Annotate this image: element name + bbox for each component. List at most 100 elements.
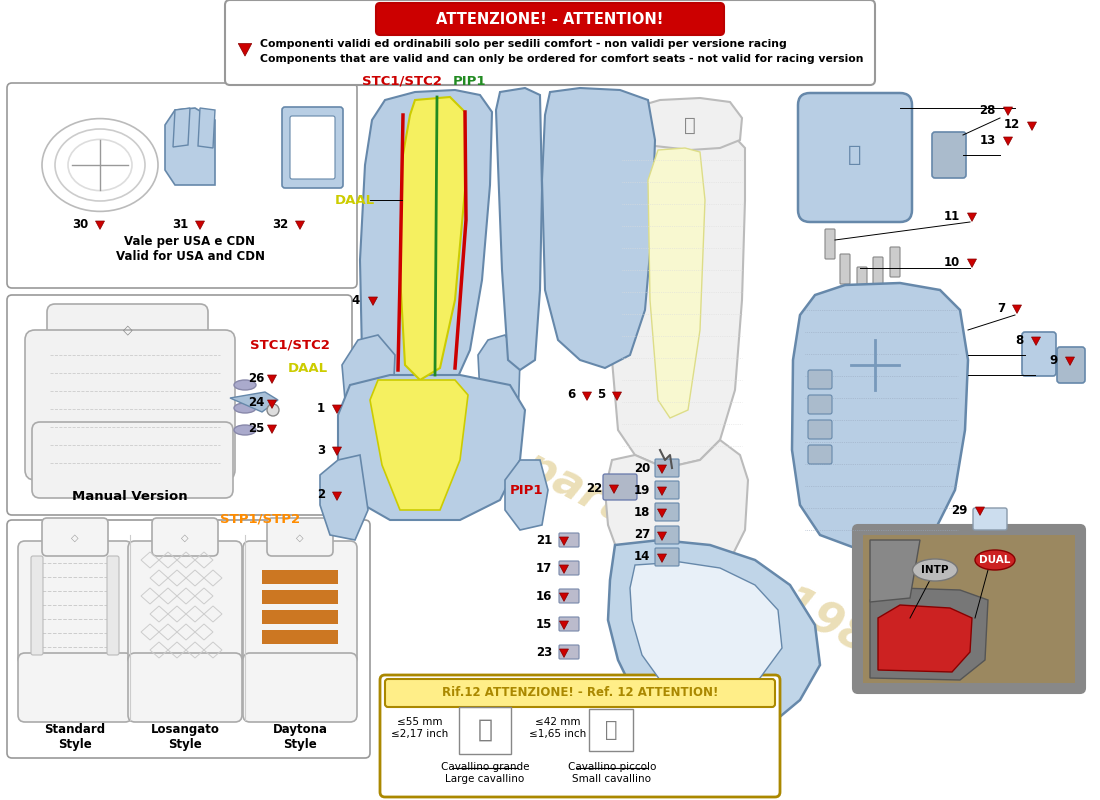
Text: ≤55 mm
≤2,17 inch: ≤55 mm ≤2,17 inch <box>392 717 449 739</box>
Polygon shape <box>792 283 968 548</box>
Polygon shape <box>560 621 569 630</box>
Text: ◇: ◇ <box>296 533 304 543</box>
FancyBboxPatch shape <box>873 257 883 287</box>
Text: Cavallino piccolo
Small cavallino: Cavallino piccolo Small cavallino <box>568 762 657 784</box>
FancyBboxPatch shape <box>267 518 333 556</box>
FancyBboxPatch shape <box>852 525 1085 693</box>
Polygon shape <box>976 507 984 515</box>
Text: 11: 11 <box>944 210 960 222</box>
FancyBboxPatch shape <box>31 556 43 655</box>
FancyBboxPatch shape <box>7 83 358 288</box>
Polygon shape <box>320 455 368 540</box>
FancyBboxPatch shape <box>559 561 579 575</box>
Ellipse shape <box>234 403 256 413</box>
FancyBboxPatch shape <box>18 541 132 665</box>
Polygon shape <box>608 540 820 735</box>
FancyBboxPatch shape <box>25 330 235 480</box>
Text: Daytona
Style: Daytona Style <box>273 723 328 751</box>
Text: 25: 25 <box>248 422 264 434</box>
Text: STP1/STP2: STP1/STP2 <box>220 512 300 525</box>
Polygon shape <box>332 492 341 501</box>
Text: 31: 31 <box>172 218 188 230</box>
Text: ◇: ◇ <box>182 533 189 543</box>
FancyBboxPatch shape <box>152 518 218 556</box>
FancyBboxPatch shape <box>798 93 912 222</box>
Polygon shape <box>198 108 214 148</box>
Text: 3: 3 <box>317 443 324 457</box>
Polygon shape <box>400 97 465 380</box>
FancyBboxPatch shape <box>559 533 579 547</box>
Text: 16: 16 <box>536 590 552 602</box>
Text: 20: 20 <box>634 462 650 474</box>
Polygon shape <box>613 392 621 400</box>
Polygon shape <box>1066 357 1075 366</box>
FancyBboxPatch shape <box>1022 332 1056 376</box>
Polygon shape <box>658 554 667 562</box>
Text: 13: 13 <box>980 134 996 146</box>
FancyBboxPatch shape <box>654 503 679 521</box>
FancyBboxPatch shape <box>282 107 343 188</box>
Polygon shape <box>165 108 214 185</box>
Text: Components that are valid and can only be ordered for comfort seats - not valid : Components that are valid and can only b… <box>260 54 864 64</box>
FancyBboxPatch shape <box>654 548 679 566</box>
FancyBboxPatch shape <box>825 229 835 259</box>
Text: 32: 32 <box>272 218 288 230</box>
Text: 10: 10 <box>944 255 960 269</box>
Text: ≤42 mm
≤1,65 inch: ≤42 mm ≤1,65 inch <box>529 717 586 739</box>
Ellipse shape <box>913 559 957 581</box>
Polygon shape <box>870 588 988 680</box>
Text: ATTENZIONE! - ATTENTION!: ATTENZIONE! - ATTENTION! <box>437 11 663 26</box>
Polygon shape <box>368 297 377 306</box>
Text: 4: 4 <box>352 294 360 306</box>
Polygon shape <box>296 221 305 230</box>
Polygon shape <box>658 487 667 495</box>
FancyBboxPatch shape <box>128 653 242 722</box>
Text: 30: 30 <box>72 218 88 230</box>
Polygon shape <box>560 593 569 602</box>
FancyBboxPatch shape <box>290 116 336 179</box>
Polygon shape <box>542 88 654 368</box>
FancyBboxPatch shape <box>890 247 900 277</box>
Polygon shape <box>478 335 520 420</box>
Text: 21: 21 <box>536 534 552 546</box>
Polygon shape <box>332 405 341 414</box>
Ellipse shape <box>234 380 256 390</box>
Text: 9: 9 <box>1049 354 1058 366</box>
FancyBboxPatch shape <box>932 132 966 178</box>
FancyBboxPatch shape <box>974 508 1006 530</box>
Text: 23: 23 <box>536 646 552 658</box>
Text: a passion for parts since 1983: a passion for parts since 1983 <box>216 283 904 677</box>
Text: ◇: ◇ <box>72 533 79 543</box>
Text: 17: 17 <box>536 562 552 574</box>
FancyBboxPatch shape <box>559 617 579 631</box>
FancyBboxPatch shape <box>7 295 352 515</box>
Polygon shape <box>560 649 569 658</box>
Text: Cavallino grande
Large cavallino: Cavallino grande Large cavallino <box>441 762 529 784</box>
Text: 𝓕: 𝓕 <box>684 115 696 134</box>
Text: DUAL: DUAL <box>979 555 1011 565</box>
Polygon shape <box>658 532 667 541</box>
Polygon shape <box>610 128 745 468</box>
Polygon shape <box>496 88 542 370</box>
FancyBboxPatch shape <box>1057 347 1085 383</box>
Text: 𝓕: 𝓕 <box>848 145 861 165</box>
Text: Componenti validi ed ordinabili solo per sedili comfort - non validi per version: Componenti validi ed ordinabili solo per… <box>260 39 786 49</box>
FancyBboxPatch shape <box>32 422 233 498</box>
FancyBboxPatch shape <box>243 541 358 665</box>
Polygon shape <box>640 98 742 150</box>
FancyBboxPatch shape <box>7 520 370 758</box>
Polygon shape <box>560 565 569 574</box>
Text: Manual Version: Manual Version <box>73 490 188 503</box>
FancyBboxPatch shape <box>808 395 832 414</box>
Text: 6: 6 <box>566 389 575 402</box>
Text: 26: 26 <box>248 371 264 385</box>
FancyBboxPatch shape <box>262 610 338 624</box>
Polygon shape <box>342 335 395 420</box>
Polygon shape <box>338 375 525 520</box>
FancyBboxPatch shape <box>857 267 867 297</box>
FancyBboxPatch shape <box>840 254 850 284</box>
Text: Valid for USA and CDN: Valid for USA and CDN <box>116 250 264 262</box>
FancyBboxPatch shape <box>128 541 242 665</box>
Text: STC1/STC2: STC1/STC2 <box>250 338 330 351</box>
Polygon shape <box>658 465 667 474</box>
